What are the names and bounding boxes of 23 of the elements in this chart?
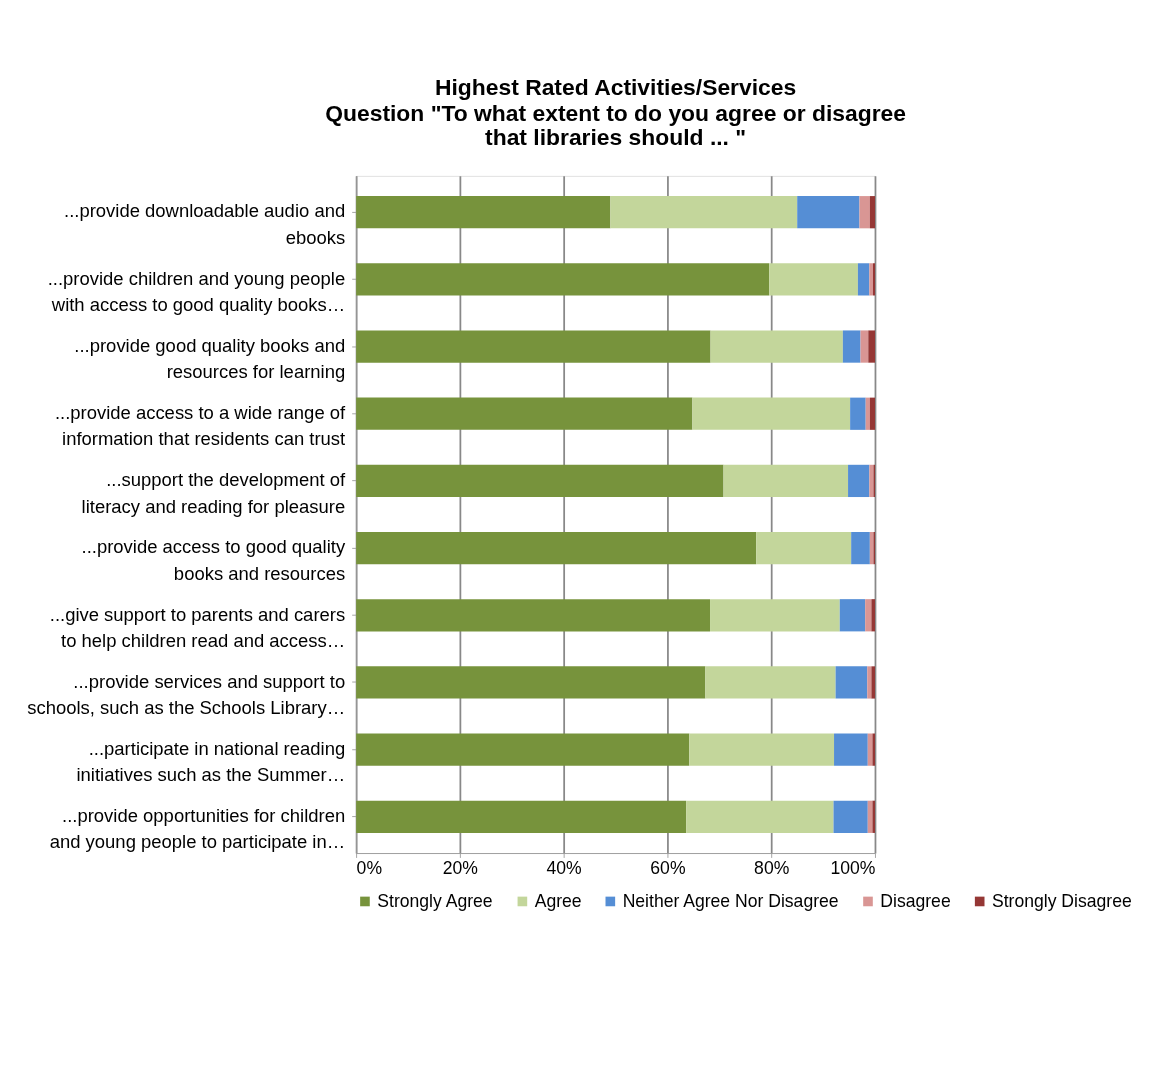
x-tick-label: 40%	[546, 857, 582, 878]
chart-subtitle: Question "To what extent to do you agree or disagree that libraries should ... "	[325, 99, 906, 151]
chart-title: Highest Rated Activities/Services	[434, 74, 797, 101]
y-tick-label: ...provide children and young people with access to good quality books…	[47, 267, 346, 316]
y-tick-label: ...give support to parents and carers to help children read and access…	[49, 603, 346, 651]
y-tick-label: ...provide services and support to schools, such as the Schools Library…	[27, 670, 346, 719]
x-tick-label: 80%	[754, 857, 790, 878]
legend-label: Disagree	[880, 890, 951, 911]
y-tick-label: ...provide access to good quality books and resources	[81, 536, 346, 584]
y-tick-label: ...provide good quality books and resources for learning	[74, 334, 346, 383]
legend-label: Strongly Disagree	[991, 890, 1132, 911]
y-tick-label: ...provide access to a wide range of information that residents can trust	[54, 402, 347, 450]
y-tick-label: ...support the development of literacy and reading for pleasure	[81, 469, 347, 517]
x-tick-label: 0%	[356, 857, 383, 878]
y-tick-label: ...provide downloadable audio and ebooks	[64, 200, 346, 248]
legend-label: Agree	[534, 890, 582, 911]
y-tick-label: ...provide opportunities for children and young people to participate in…	[49, 805, 346, 853]
x-tick-label: 20%	[442, 857, 478, 878]
legend-label: Neither Agree Nor Disagree	[622, 890, 839, 911]
legend-label: Strongly Agree	[377, 890, 493, 911]
x-tick-label: 60%	[650, 857, 686, 878]
y-tick-label: ...participate in national reading initiatives such as the Summer…	[76, 737, 346, 786]
x-tick-label: 100%	[830, 857, 876, 878]
